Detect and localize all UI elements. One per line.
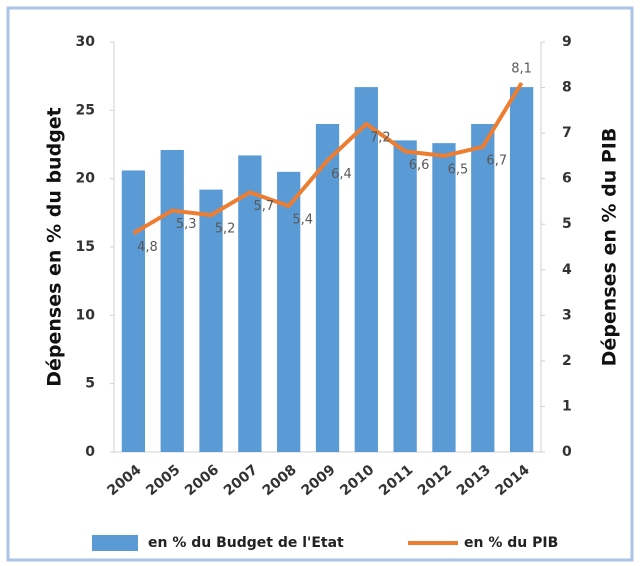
y-tick-label: 20	[76, 171, 96, 187]
bar	[160, 149, 184, 452]
bar	[238, 155, 262, 452]
y2-tick-label: 6	[562, 171, 572, 187]
legend-label: en % du Budget de l'Etat	[148, 535, 344, 551]
y-tick-label: 15	[76, 239, 95, 255]
data-label: 5,4	[292, 213, 313, 228]
data-label: 5,2	[215, 222, 236, 237]
bar	[471, 124, 495, 452]
y2-tick-label: 7	[562, 125, 572, 141]
data-label: 8,1	[511, 62, 532, 77]
y2-tick-label: 0	[562, 444, 572, 460]
y-tick-label: 0	[85, 444, 95, 460]
bar	[277, 171, 301, 453]
bar	[509, 87, 534, 452]
y2-axis-title: Dépenses en % du PIB	[599, 128, 621, 367]
bar	[393, 140, 417, 452]
data-label: 7,2	[370, 131, 391, 146]
bar	[354, 87, 378, 452]
data-label: 6,6	[409, 158, 430, 173]
data-label: 4,8	[137, 240, 158, 255]
data-label: 6,4	[331, 167, 352, 182]
y-tick-label: 5	[85, 376, 95, 392]
data-label: 5,3	[176, 217, 197, 232]
data-label: 6,7	[486, 153, 507, 168]
y2-tick-label: 9	[562, 34, 572, 50]
y2-tick-label: 8	[562, 80, 572, 96]
bar	[432, 143, 456, 452]
y-tick-label: 25	[76, 102, 95, 118]
y2-tick-label: 2	[562, 353, 572, 369]
data-label: 6,5	[448, 162, 469, 177]
line	[132, 81, 524, 236]
data-label: 5,7	[254, 199, 275, 214]
legend-label: en % du PIB	[464, 535, 558, 551]
legend-swatch	[92, 535, 138, 551]
y2-tick-label: 3	[562, 307, 572, 323]
bar	[199, 189, 223, 452]
y2-tick-label: 5	[562, 216, 572, 232]
bar	[121, 170, 146, 452]
y2-tick-label: 4	[562, 262, 572, 278]
bar	[315, 124, 340, 452]
y-axis-title: Dépenses en % du budget	[44, 107, 66, 387]
y-tick-label: 10	[76, 307, 96, 323]
y2-tick-label: 1	[562, 398, 572, 414]
y-tick-label: 30	[76, 34, 96, 50]
